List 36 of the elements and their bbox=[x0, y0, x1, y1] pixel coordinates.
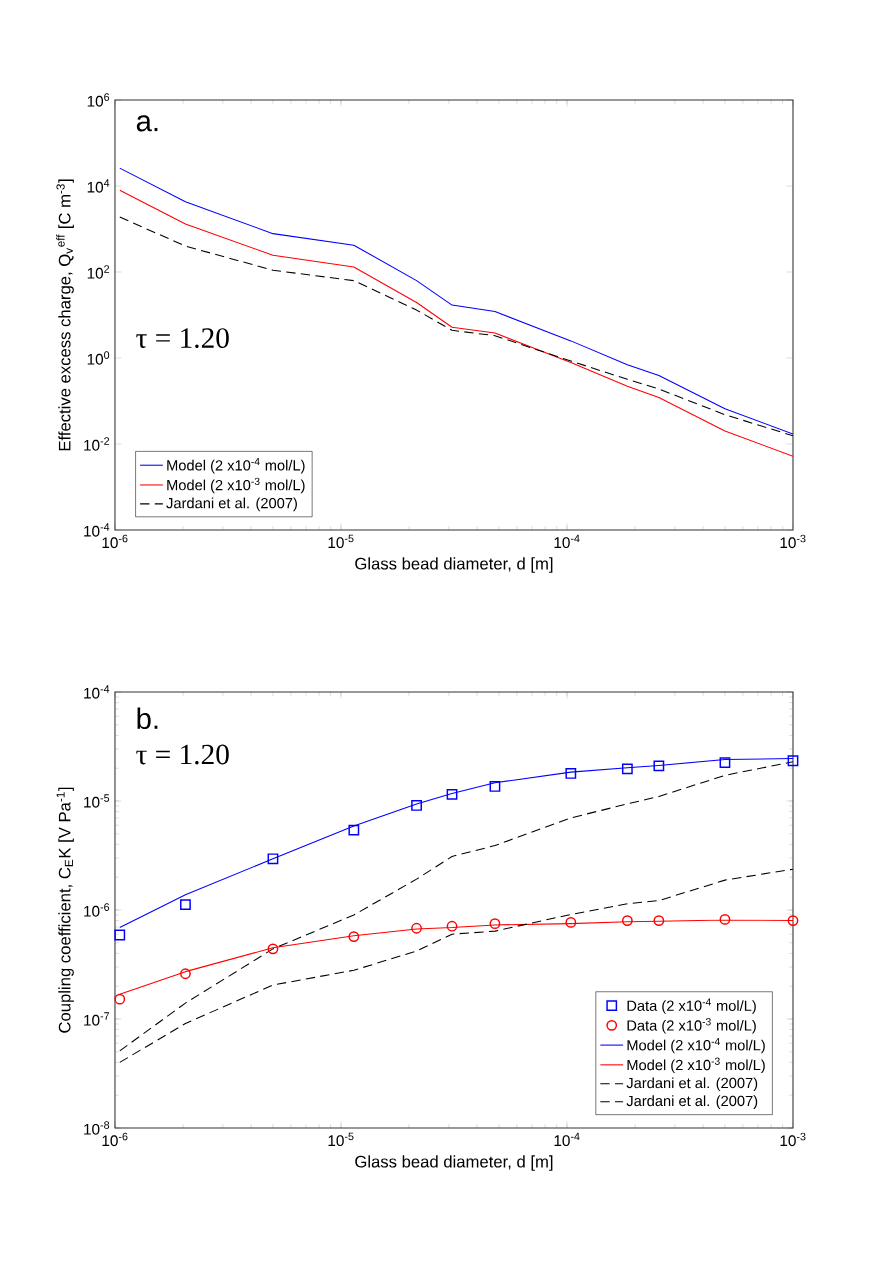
x-tick-label: 10$^{-6}$ bbox=[102, 534, 128, 549]
legend-label: Data (2 x10$^{-3}$ mol/L) bbox=[627, 1018, 756, 1034]
y-tick-label: 10$^{-7}$ bbox=[84, 1012, 110, 1026]
y-tick-label: 10$^{-5}$ bbox=[84, 794, 110, 808]
y-tick-label: 10$^{-4}$ bbox=[84, 523, 110, 537]
y-tick-label: 10$^{0}$ bbox=[87, 351, 110, 365]
legend-label: Jardani et al. (2007) bbox=[626, 1095, 758, 1110]
x-axis-title: Glass bead diameter, d [m] bbox=[355, 557, 553, 573]
legend-label: Model (2 x10$^{-4}$ mol/L) bbox=[627, 1037, 765, 1054]
legend-label: Jardani et al. (2007) bbox=[626, 1077, 758, 1092]
annotation: τ = 1.20 bbox=[136, 744, 229, 765]
y-tick-label: 10$^{2}$ bbox=[87, 265, 110, 279]
x-tick-label: 10$^{-4}$ bbox=[554, 534, 580, 549]
legend-label: Model (2 x10$^{-4}$ mol/L) bbox=[167, 458, 305, 474]
legend-label: Model (2 x10$^{-3}$ mol/L) bbox=[627, 1057, 765, 1074]
annotation: τ = 1.20 bbox=[136, 328, 229, 349]
legend-label: Jardani et al. (2007) bbox=[166, 497, 297, 512]
y-axis-title: Coupling coefficient, C$_{E}$K [V Pa$^{-1}$] bbox=[56, 787, 74, 1033]
y-tick-label: 10$^{-8}$ bbox=[84, 1121, 110, 1135]
y-axis-title: Effective excess charge, Q$_{v}$$^{eff}$ [C m$^{-3}$] bbox=[56, 179, 74, 451]
x-tick-label: 10$^{-3}$ bbox=[780, 534, 806, 549]
x-tick-label: 10$^{-5}$ bbox=[328, 534, 354, 549]
x-tick-label: 10$^{-5}$ bbox=[328, 1132, 354, 1147]
legend-label: Model (2 x10$^{-3}$ mol/L) bbox=[167, 477, 305, 494]
y-tick-label: 10$^{6}$ bbox=[87, 93, 110, 107]
x-tick-label: 10$^{-3}$ bbox=[780, 1132, 806, 1147]
x-axis-title: Glass bead diameter, d [m] bbox=[355, 1155, 553, 1171]
legend-label: Data (2 x10$^{-4}$ mol/L) bbox=[627, 998, 756, 1014]
x-tick-label: 10$^{-6}$ bbox=[102, 1132, 128, 1147]
y-tick-label: 10$^{-4}$ bbox=[84, 685, 110, 699]
x-tick-label: 10$^{-4}$ bbox=[554, 1132, 580, 1147]
annotation: a. bbox=[136, 115, 158, 132]
y-tick-label: 10$^{-6}$ bbox=[84, 903, 110, 917]
y-tick-label: 10$^{4}$ bbox=[87, 179, 110, 193]
y-tick-label: 10$^{-2}$ bbox=[84, 437, 110, 451]
annotation: b. bbox=[137, 707, 158, 730]
